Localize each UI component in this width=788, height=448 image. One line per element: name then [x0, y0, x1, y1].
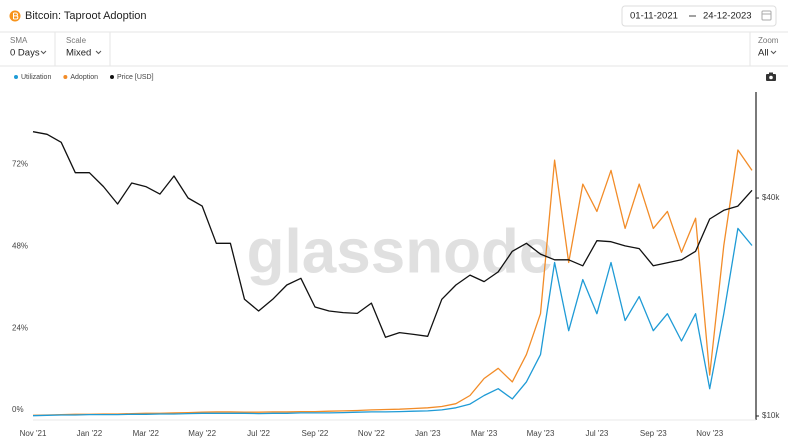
control-value[interactable]: All [758, 48, 769, 59]
x-tick-label: Jan '23 [415, 429, 441, 438]
x-tick-label: May '23 [527, 429, 555, 438]
x-tick-label: Sep '23 [640, 429, 667, 438]
calendar-icon[interactable] [761, 10, 772, 21]
x-tick-label: Jan '22 [77, 429, 103, 438]
x-tick-label: Jul '23 [585, 429, 608, 438]
date-from[interactable]: 01-11-2021 [630, 11, 678, 22]
y-tick-label: 48% [12, 241, 28, 250]
y-tick-label: 24% [12, 323, 28, 332]
x-tick-label: Mar '22 [133, 429, 160, 438]
x-tick-label: Nov '23 [696, 429, 723, 438]
control-value[interactable]: 0 Days [10, 48, 40, 59]
legend-label: Utilization [21, 74, 51, 81]
y2-tick-label: $10k [762, 411, 780, 420]
legend-marker [14, 75, 18, 79]
y-tick-label: 72% [12, 160, 28, 169]
y2-tick-label: $40k [762, 193, 780, 202]
x-tick-label: Nov '22 [358, 429, 385, 438]
control-label: Scale [66, 36, 87, 45]
x-tick-label: May '22 [188, 429, 216, 438]
camera-icon-top [769, 72, 773, 75]
control-value[interactable]: Mixed [66, 48, 91, 59]
watermark: glassnode [247, 217, 554, 286]
dropdown-caret [95, 50, 102, 55]
legend-marker [110, 75, 114, 79]
legend-marker [63, 75, 68, 79]
dropdown-caret [40, 50, 47, 55]
series-line [32, 149, 753, 416]
camera-lens [769, 75, 773, 80]
series-line [32, 227, 753, 417]
dropdown-caret [770, 50, 777, 55]
series-line [32, 131, 753, 338]
legend-label: Adoption [70, 74, 98, 81]
chart-title: Bitcoin: Taproot Adoption [25, 10, 147, 22]
x-tick-label: Jul '22 [247, 429, 270, 438]
x-tick-label: Sep '22 [302, 429, 329, 438]
control-label: SMA [10, 36, 28, 45]
date-range[interactable] [621, 5, 777, 27]
bitcoin-glyph [13, 12, 19, 20]
x-tick-label: Mar '23 [471, 429, 498, 438]
control-label: Zoom [758, 36, 779, 45]
date-to[interactable]: 24-12-2023 [703, 11, 752, 22]
plot: 0% 24% 48% 72% $10k $40k Nov '21 Jan '22 Mar '22… [12, 74, 780, 438]
legend-label: Price [USD] [117, 74, 154, 81]
y-tick-label: 0% [12, 405, 24, 414]
x-tick-label: Nov '21 [20, 429, 47, 438]
